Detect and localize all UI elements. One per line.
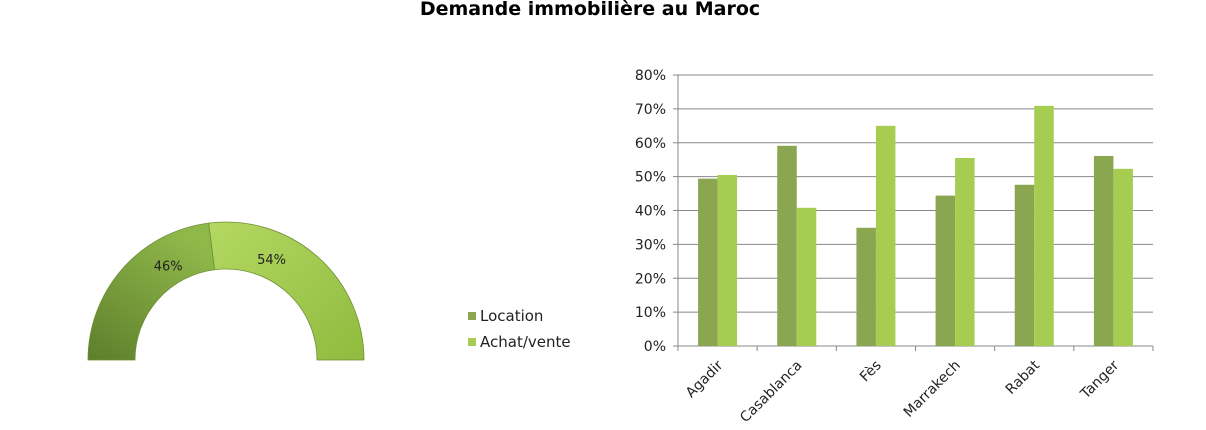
y-tick-label: 50% [635,170,666,186]
slice-label: 54% [257,253,286,268]
y-tick-label: 70% [635,102,666,118]
bar-location [856,227,876,346]
y-tick-label: 0% [644,339,666,355]
legend-swatch [468,338,476,346]
bar-location [698,178,718,346]
bar-achat-vente [796,207,817,346]
y-tick-label: 20% [635,271,666,287]
bar-achat-vente [717,174,738,346]
legend-label: Achat/vente [480,333,571,351]
legend-item-location: Location [468,307,543,325]
bar-achat-vente [955,157,975,346]
y-tick-label: 60% [635,136,666,152]
x-tick-label: Agadir [683,357,727,401]
y-tick-label: 10% [635,305,666,321]
legend-label: Location [480,307,544,325]
bar-location [1093,155,1114,346]
bar-achat-vente [875,125,896,346]
bar-location [935,195,956,346]
donut-slice [87,222,216,361]
bar-achat-vente [1113,168,1133,346]
legend-swatch [468,312,476,320]
donut-slice [208,221,365,361]
x-tick-label: Tanger [1077,357,1122,402]
x-tick-label: Fès [857,358,885,386]
bar-achat-vente [1034,105,1054,346]
y-tick-label: 30% [635,237,666,253]
chart-title: Demande immobilière au Maroc [419,0,761,20]
bar-location [777,145,797,346]
x-tick-label: Rabat [1003,357,1044,398]
x-tick-label: Marrakech [901,358,964,421]
bar-location [1014,184,1035,346]
x-tick-label: Casablanca [737,358,805,426]
slice-label: 46% [154,259,183,274]
y-tick-label: 40% [635,204,666,220]
y-tick-label: 80% [635,68,666,84]
legend-item-achat-vente: Achat/vente [468,333,571,351]
